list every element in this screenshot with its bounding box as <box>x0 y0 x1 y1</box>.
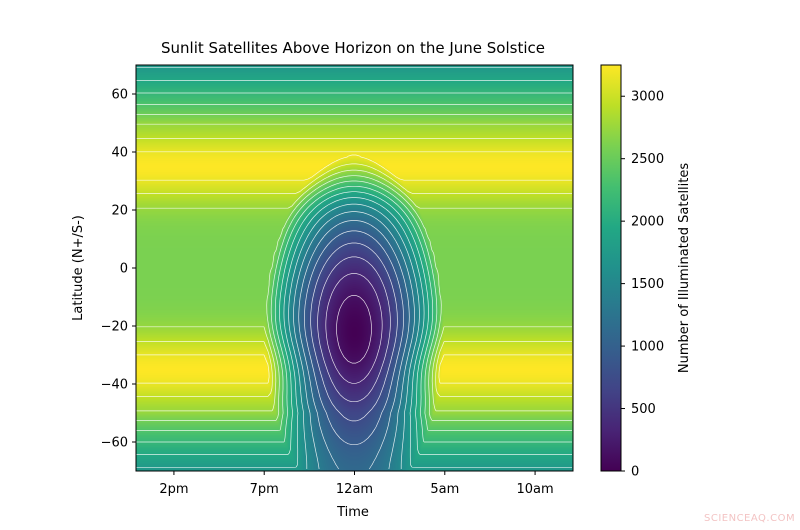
colorbar-tick-label: 1500 <box>631 277 664 292</box>
colorbar-tick-label: 0 <box>631 465 639 480</box>
y-tick-label: −20 <box>101 320 128 335</box>
y-tick-label: 40 <box>111 146 128 161</box>
y-tick-label: −40 <box>101 378 128 393</box>
contour-line <box>298 220 410 470</box>
contour-lines <box>136 67 572 470</box>
colorbar-tick-label: 2500 <box>631 152 664 167</box>
contour-line <box>136 138 572 397</box>
y-axis-label: Latitude (N+/S-) <box>71 215 86 321</box>
heatmap-raster <box>136 65 573 471</box>
y-tick-label: 60 <box>111 88 128 103</box>
contour-line <box>293 211 415 470</box>
y-tick-label: 20 <box>111 204 128 219</box>
heatmap-image <box>136 65 573 471</box>
colorbar-tick-label: 3000 <box>631 90 664 105</box>
contour-line <box>304 230 404 446</box>
x-tick-label: 5am <box>430 482 459 497</box>
x-tick-label: 7pm <box>250 482 279 497</box>
contour-line <box>310 242 398 422</box>
contour-line <box>136 92 572 443</box>
contour-line <box>136 114 572 421</box>
colorbar-label: Number of Illuminated Satellites <box>677 163 692 374</box>
contour-line <box>336 295 372 364</box>
y-tick-label: 0 <box>120 262 128 277</box>
contour-line <box>136 67 572 468</box>
colorbar-tick-label: 1000 <box>631 340 664 355</box>
x-tick-label: 12am <box>336 482 373 497</box>
colorbar-ticks: 3000 2500 2000 1500 1000 500 0 <box>621 90 664 480</box>
x-axis-label: Time <box>336 505 369 520</box>
y-axis: 60 40 20 0 −20 −40 −60 <box>101 88 136 451</box>
contour-line <box>136 151 572 384</box>
contour-line <box>317 256 391 403</box>
colorbar-tick-label: 2000 <box>631 215 664 230</box>
watermark-text: SCIENCEAQ.COM <box>704 513 796 524</box>
colorbar <box>600 64 622 472</box>
x-axis: 2pm 7pm 12am 5am 10am <box>159 471 554 497</box>
colorbar-tick-label: 500 <box>631 402 656 417</box>
y-tick-label: −60 <box>101 436 128 451</box>
contour-line <box>136 104 572 431</box>
x-tick-label: 2pm <box>159 482 188 497</box>
contour-line <box>136 80 572 455</box>
x-tick-label: 10am <box>516 482 553 497</box>
chart-title: Sunlit Satellites Above Horizon on the J… <box>161 39 545 57</box>
contour-line <box>288 203 420 469</box>
contour-line <box>136 123 572 412</box>
contour-line <box>325 273 383 384</box>
